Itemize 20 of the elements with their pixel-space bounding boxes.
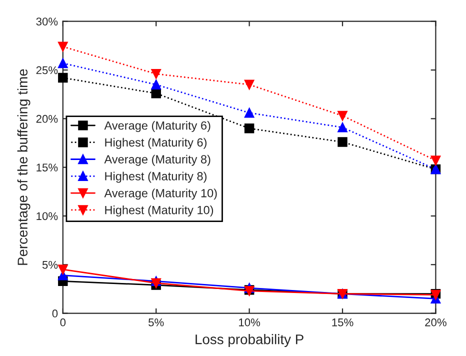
x-tick-label: 10% [239, 318, 260, 326]
y-tick-label: 15% [36, 164, 58, 172]
x-tick-label: 0 [60, 318, 66, 326]
y-tick-label: 0 [52, 310, 58, 318]
legend-label: Highest (Maturity 8) [105, 172, 206, 183]
y-tick-label: 25% [36, 66, 58, 74]
y-axis-title: Percentage of the buffering time [17, 69, 30, 265]
x-tick-label: 5% [148, 318, 164, 326]
x-tick-label: 15% [332, 318, 354, 326]
legend-label: Average (Maturity 6) [104, 121, 210, 132]
legend-label: Highest (Maturity 6) [105, 138, 206, 149]
legend-label: Average (Maturity 10) [104, 188, 217, 200]
y-tick-label: 20% [36, 114, 58, 123]
y-tick-label: 5% [42, 260, 58, 269]
x-axis-title: Loss probability P [196, 334, 304, 347]
y-tick-label: 30% [36, 18, 58, 26]
legend-label: Average (Maturity 8) [104, 154, 210, 166]
legend-label: Highest (Maturity 10) [105, 206, 214, 217]
x-tick-label: 20% [425, 318, 446, 326]
y-tick-label: 10% [36, 212, 58, 220]
